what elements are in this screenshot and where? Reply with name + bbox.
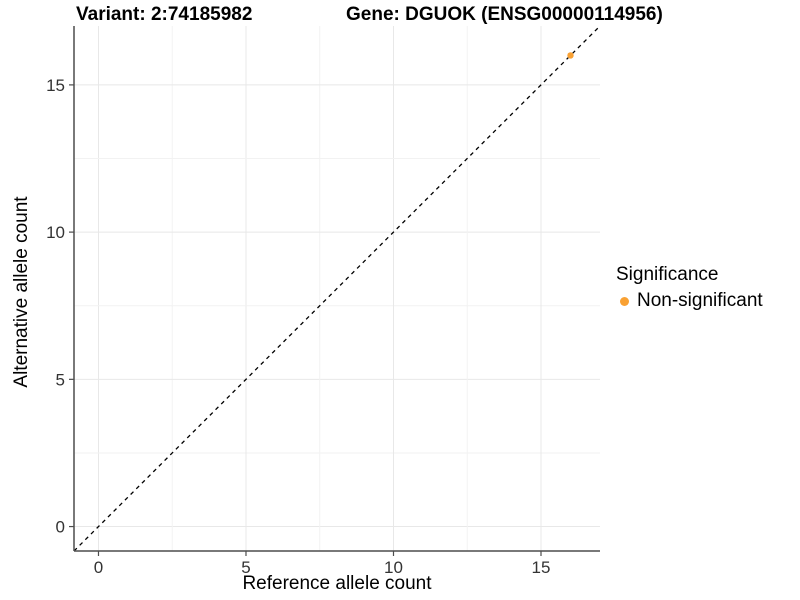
y-tick-label: 5: [56, 370, 65, 389]
legend-entry-label: Non-significant: [637, 290, 763, 311]
legend-point-icon: [620, 296, 629, 306]
x-tick-label: 15: [532, 558, 551, 577]
x-tick-label: 0: [94, 558, 103, 577]
y-tick-label: 15: [46, 76, 65, 95]
plot-title-gene: Gene: DGUOK (ENSG00000114956): [346, 4, 663, 25]
identity-line: [73, 25, 601, 552]
y-tick-label: 10: [46, 223, 65, 242]
legend-title: Significance: [616, 264, 719, 285]
plot-title-variant: Variant: 2:74185982: [76, 4, 253, 25]
y-tick-label: 0: [56, 518, 65, 537]
y-axis-label: Alternative allele count: [11, 196, 32, 388]
x-tick-label: 10: [384, 558, 403, 577]
x-tick-label: 5: [241, 558, 250, 577]
x-axis-label: Reference allele count: [242, 573, 432, 594]
data-point: [567, 52, 574, 59]
legend-entry-non-significant: Non-significant: [616, 290, 763, 312]
legend: Significance Non-significant: [616, 264, 763, 312]
